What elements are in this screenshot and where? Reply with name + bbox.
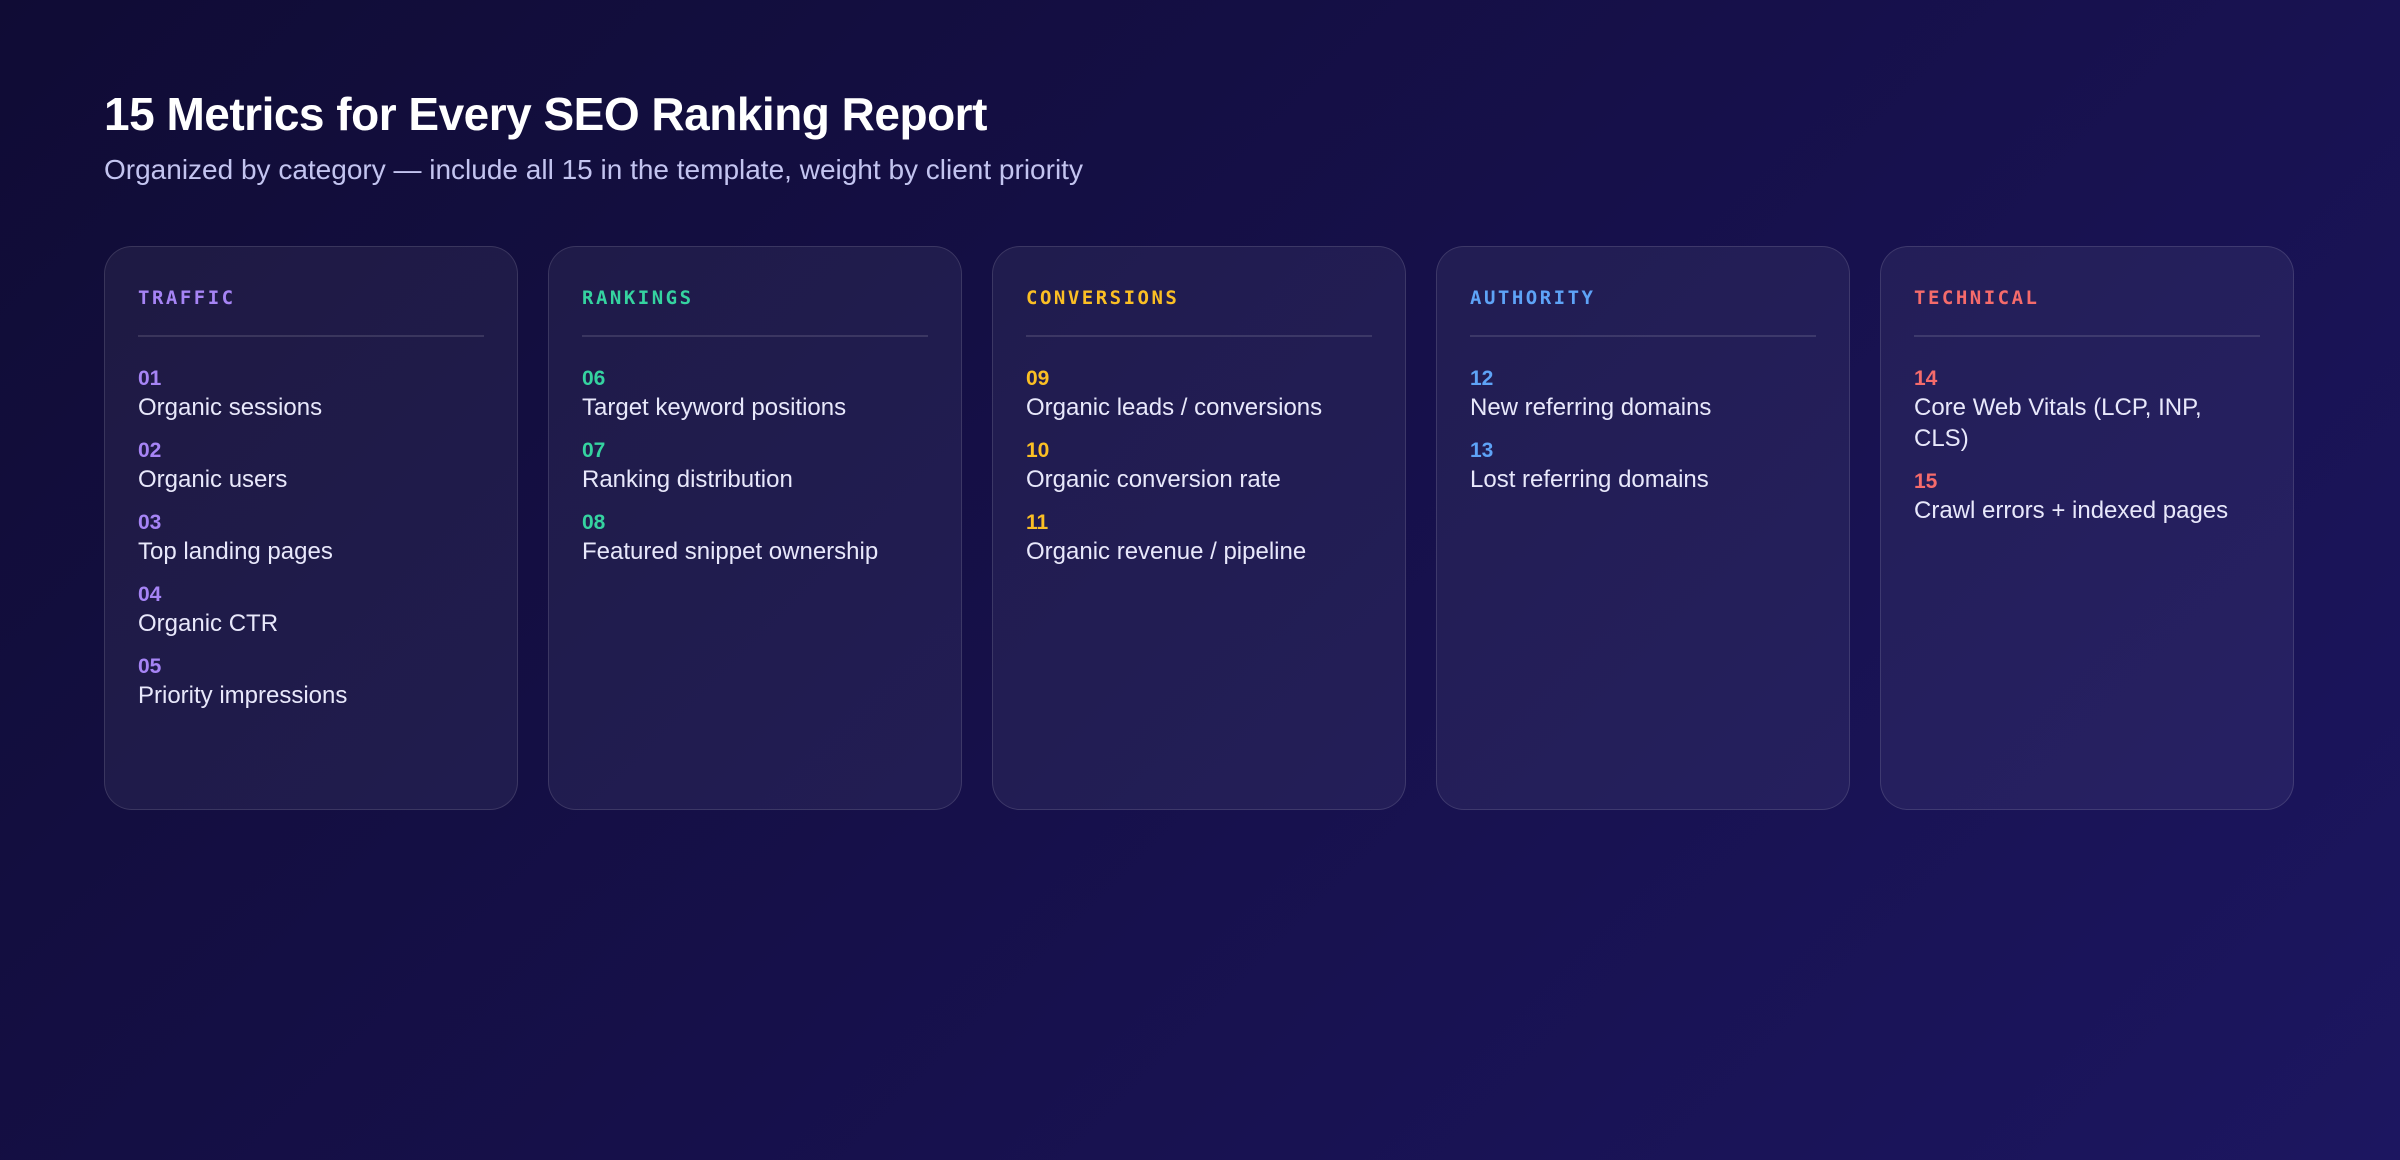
card-title: CONVERSIONS xyxy=(1026,287,1180,309)
metric-label: Organic leads / conversions xyxy=(1026,394,1323,421)
metric-label: Ranking distribution xyxy=(582,466,793,493)
metric-number: 03 xyxy=(138,511,162,534)
card-title: RANKINGS xyxy=(582,287,694,309)
metric-item: 02 Organic users xyxy=(138,437,484,495)
divider xyxy=(1470,335,1816,337)
metric-item: 13 Lost referring domains xyxy=(1470,437,1816,495)
category-cards: TRAFFIC 01 Organic sessions 02 Organic use… xyxy=(104,246,2294,810)
metric-label: Featured snippet ownership xyxy=(582,538,879,565)
divider xyxy=(138,335,484,337)
page-subtitle: Organized by category — include all 15 i… xyxy=(104,154,1083,185)
metric-label: Priority impressions xyxy=(138,682,348,709)
metric-number: 15 xyxy=(1914,470,1938,493)
page: 15 Metrics for Every SEO Ranking Report … xyxy=(104,86,2296,810)
metric-item: 01 Organic sessions xyxy=(138,365,484,423)
metric-item: 12 New referring domains xyxy=(1470,365,1816,423)
divider xyxy=(582,335,928,337)
metric-item: 05 Priority impressions xyxy=(138,653,484,711)
metric-number: 04 xyxy=(138,583,162,606)
card-conversions: CONVERSIONS 09 Organic leads / conversion… xyxy=(992,246,1406,810)
metric-number: 13 xyxy=(1470,439,1494,462)
metric-item: 14 Core Web Vitals (LCP, INP, CLS) xyxy=(1914,365,2260,454)
metric-label: Organic revenue / pipeline xyxy=(1026,538,1307,565)
metric-number: 14 xyxy=(1914,367,1938,390)
metric-label: Top landing pages xyxy=(138,538,333,565)
metric-label: Organic CTR xyxy=(138,610,279,637)
card-title: TRAFFIC xyxy=(138,287,236,309)
metric-number: 11 xyxy=(1026,511,1049,534)
card-title: TECHNICAL xyxy=(1914,287,2040,309)
metric-label: Core Web Vitals (LCP, INP, CLS) xyxy=(1914,394,2202,452)
metric-label: New referring domains xyxy=(1470,394,1712,421)
metric-number: 05 xyxy=(138,655,162,678)
metric-number: 12 xyxy=(1470,367,1494,390)
divider xyxy=(1914,335,2260,337)
metric-label: Lost referring domains xyxy=(1470,466,1709,493)
card-rankings: RANKINGS 06 Target keyword positions 07 Ra… xyxy=(548,246,962,810)
metric-item: 08 Featured snippet ownership xyxy=(582,509,928,567)
page-title: 15 Metrics for Every SEO Ranking Report xyxy=(104,88,987,140)
card-title: AUTHORITY xyxy=(1470,287,1596,309)
metric-label: Organic users xyxy=(138,466,288,493)
metric-number: 10 xyxy=(1026,439,1050,462)
metric-item: 09 Organic leads / conversions xyxy=(1026,365,1372,423)
metric-item: 06 Target keyword positions xyxy=(582,365,928,423)
metric-number: 07 xyxy=(582,439,606,462)
metric-label: Target keyword positions xyxy=(582,394,847,421)
metric-number: 08 xyxy=(582,511,606,534)
metric-item: 03 Top landing pages xyxy=(138,509,484,567)
metric-item: 10 Organic conversion rate xyxy=(1026,437,1372,495)
metric-number: 02 xyxy=(138,439,162,462)
metric-number: 06 xyxy=(582,367,606,390)
metric-number: 09 xyxy=(1026,367,1050,390)
metric-item: 07 Ranking distribution xyxy=(582,437,928,495)
metric-label: Organic conversion rate xyxy=(1026,466,1281,493)
card-authority: AUTHORITY 12 New referring domains 13 Lost… xyxy=(1436,246,1850,810)
divider xyxy=(1026,335,1372,337)
metric-label: Organic sessions xyxy=(138,394,323,421)
card-traffic: TRAFFIC 01 Organic sessions 02 Organic use… xyxy=(104,246,518,810)
card-technical: TECHNICAL 14 Core Web Vitals (LCP, INP, C… xyxy=(1880,246,2294,810)
metric-number: 01 xyxy=(138,367,162,390)
metric-label: Crawl errors + indexed pages xyxy=(1914,497,2229,524)
metric-item: 04 Organic CTR xyxy=(138,581,484,639)
metric-item: 15 Crawl errors + indexed pages xyxy=(1914,468,2260,526)
metric-item: 11 Organic revenue / pipeline xyxy=(1026,509,1372,567)
